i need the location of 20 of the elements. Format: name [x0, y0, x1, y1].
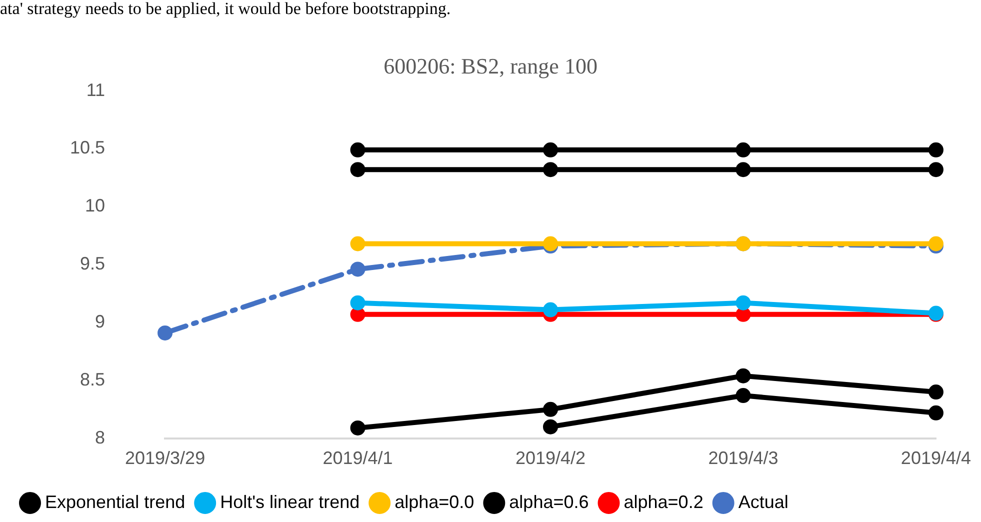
legend-label: alpha=0.0: [394, 492, 474, 512]
legend-label: alpha=0.2: [624, 492, 704, 512]
y-tick-label: 10.5: [70, 138, 106, 158]
legend-label: Exponential trend: [45, 492, 186, 512]
y-tick-label: 8: [95, 427, 106, 448]
x-tick-label: 2019/4/3: [708, 448, 778, 468]
y-tick-label: 8.5: [80, 369, 106, 390]
y-tick-label: 9: [95, 312, 106, 332]
text: ata' strategy needs to be applied, it would be before bootstrapping.: [0, 0, 451, 18]
x-tick-label: 2019/4/2: [515, 448, 586, 468]
y-tick-label: 10: [85, 196, 106, 216]
legend-label: Holt's linear trend: [220, 492, 360, 512]
y-tick-label: 11: [86, 80, 106, 100]
legend-label: Actual: [738, 492, 788, 512]
x-tick-label: 2019/4/1: [322, 448, 393, 468]
legend-label: alpha=0.6: [509, 492, 589, 512]
y-tick-label: 9.5: [80, 254, 106, 274]
chart-title: 600206: BS2, range 100: [384, 53, 598, 78]
x-tick-label: 2019/4/4: [900, 448, 972, 468]
x-tick-label: 2019/3/29: [124, 448, 206, 468]
